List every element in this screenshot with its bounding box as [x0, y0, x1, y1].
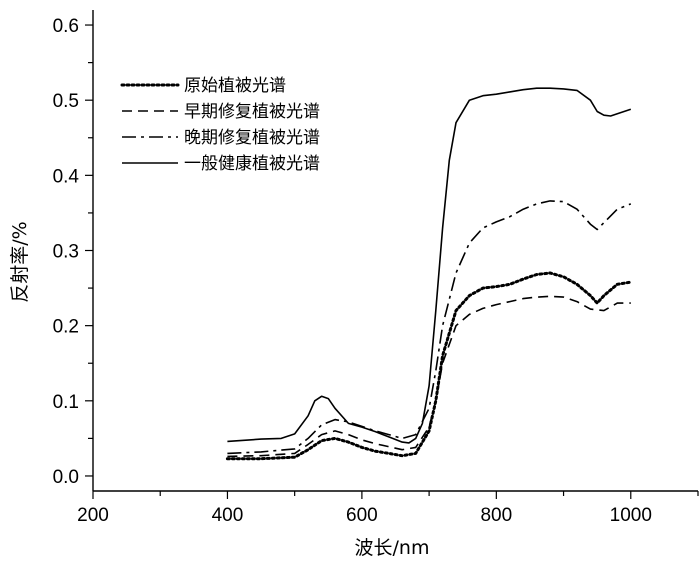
series-line-3 — [227, 200, 632, 455]
x-axis-title: 波长/nm — [355, 537, 430, 559]
plot-lines — [225, 87, 633, 461]
legend-label-4: 一般健康植被光谱 — [184, 154, 320, 174]
legend-label-3: 晚期修复植被光谱 — [184, 128, 320, 148]
legend-label-2: 早期修复植被光谱 — [184, 102, 320, 122]
y-tick-label: 0.2 — [53, 317, 79, 338]
y-axis-title: 反射率/% — [9, 221, 31, 302]
y-tick-label: 0.3 — [53, 242, 79, 263]
x-tick-label: 400 — [212, 505, 244, 526]
y-tick-label: 0.1 — [53, 392, 79, 413]
ticks: 200 400 600 800 1000 0.0 0.1 0.2 0.3 0.4 0.5 0.6 — [53, 16, 699, 526]
x-tick-label: 200 — [77, 505, 109, 526]
x-tick-label: 800 — [480, 505, 512, 526]
y-tick-label: 0.4 — [53, 166, 80, 187]
legend-label-1: 原始植被光谱 — [184, 76, 286, 96]
x-tick-label: 600 — [346, 505, 378, 526]
y-tick-label: 0.5 — [53, 91, 79, 112]
x-tick-label: 1000 — [610, 505, 652, 526]
series-line-4 — [227, 87, 632, 444]
series-line-1 — [225, 271, 633, 461]
y-tick-label: 0.0 — [53, 467, 79, 488]
y-tick-label: 0.6 — [53, 16, 79, 37]
